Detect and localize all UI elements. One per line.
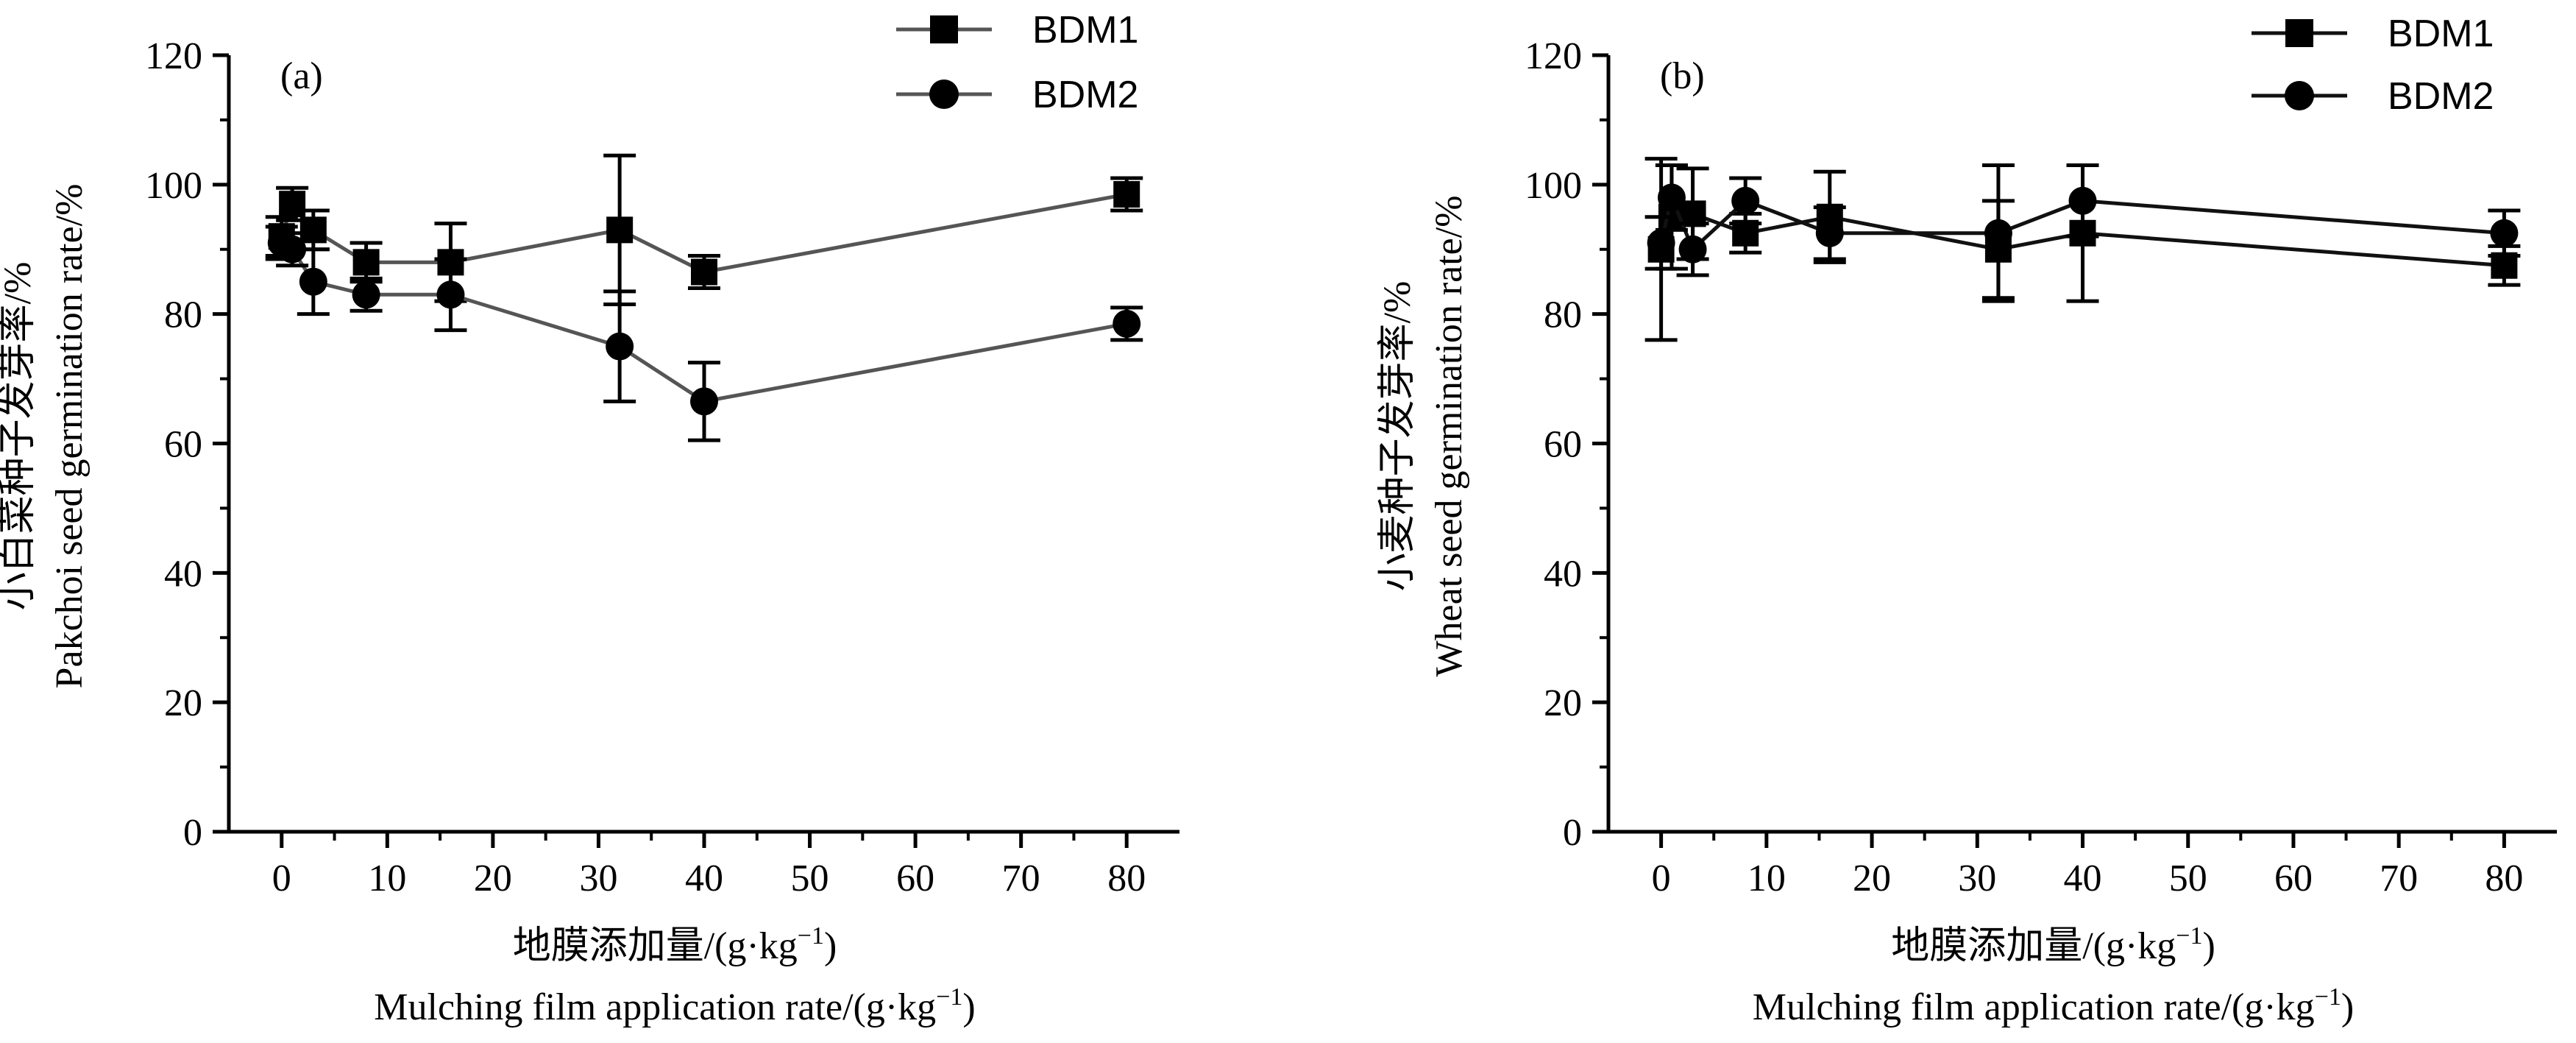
x-axis-title-en-text: Mulching film application rate/(g·kg (1753, 986, 2315, 1028)
data-point-circle (299, 267, 327, 296)
y-tick-label: 40 (164, 553, 202, 595)
y-tick-label: 0 (183, 812, 202, 854)
data-point-circle (1678, 235, 1707, 264)
series-bdm1 (265, 153, 1143, 306)
data-point-circle (352, 280, 380, 309)
y-tick-label: 80 (164, 294, 202, 336)
y-tick-label: 60 (164, 424, 202, 466)
legend-label: BDM2 (1032, 74, 1138, 116)
legend-item-bdm1: BDM1 (2252, 13, 2494, 55)
x-tick-label: 0 (272, 858, 291, 899)
legend-marker-square (930, 15, 958, 43)
data-point-circle (1984, 219, 2012, 247)
data-point-circle (606, 332, 634, 361)
x-tick-label: 80 (2485, 858, 2523, 899)
x-tick-label: 70 (2380, 858, 2418, 899)
x-tick-label: 40 (2064, 858, 2102, 899)
data-point-square (299, 216, 327, 244)
x-axis-title-cn-text: 地膜添加量/(g·kg (513, 925, 798, 967)
x-tick-label: 60 (2274, 858, 2313, 899)
data-point-circle (1815, 219, 1844, 247)
data-point-circle (278, 235, 307, 264)
x-tick-label: 40 (685, 858, 723, 899)
x-axis-title-en: Mulching film application rate/(g·kg−1) (374, 983, 975, 1028)
y-tick-label: 120 (145, 35, 202, 77)
y-axis-title-cn: 小麦种子发芽率/% (1377, 281, 1419, 592)
data-point-square (352, 249, 380, 276)
y-axis-title-en: Wheat seed germination rate/% (1428, 195, 1470, 676)
legend-label: BDM1 (1032, 9, 1138, 52)
x-tick-label: 80 (1107, 858, 1146, 899)
x-axis-title-en-sup: −1 (936, 983, 962, 1011)
legend-item-bdm2: BDM2 (896, 74, 1138, 116)
legend-marker-square (2285, 19, 2313, 47)
x-tick-label: 10 (368, 858, 406, 899)
y-tick-label: 120 (1525, 35, 1582, 77)
data-point-square (691, 258, 717, 286)
x-tick-label: 30 (579, 858, 617, 899)
y-tick-label: 0 (1563, 812, 1582, 854)
x-axis-title-en-close: ) (2341, 986, 2354, 1028)
x-tick-label: 50 (791, 858, 829, 899)
data-point-circle (690, 387, 718, 416)
x-tick-label: 60 (896, 858, 934, 899)
x-axis-title-cn-sup: −1 (2176, 922, 2202, 950)
data-point-circle (1657, 183, 1686, 212)
legend-label: BDM1 (2388, 13, 2494, 55)
data-point-circle (1731, 186, 1760, 215)
data-point-circle (2068, 186, 2097, 215)
x-tick-label: 0 (1652, 858, 1671, 899)
y-tick-label: 100 (1525, 165, 1582, 207)
data-point-circle (436, 280, 465, 309)
y-tick-label: 20 (164, 682, 202, 724)
x-axis-title-en: Mulching film application rate/(g·kg−1) (1753, 983, 2354, 1028)
x-axis-title-cn-close: ) (824, 925, 837, 967)
x-tick-label: 70 (1002, 858, 1040, 899)
x-tick-label: 20 (1853, 858, 1891, 899)
x-tick-label: 10 (1748, 858, 1786, 899)
x-tick-label: 30 (1958, 858, 1996, 899)
legend-marker-circle (2285, 81, 2314, 110)
legend-item-bdm1: BDM1 (896, 9, 1138, 52)
data-point-circle (1647, 228, 1675, 257)
x-axis-title-en-close: ) (962, 986, 975, 1028)
x-tick-label: 20 (474, 858, 512, 899)
y-axis-title-en: Pakchoi seed germination rate/% (49, 184, 91, 689)
x-axis-title-cn: 地膜添加量/(g·kg−1) (1891, 922, 2215, 967)
x-axis-title-cn-sup: −1 (798, 922, 824, 950)
legend-item-bdm2: BDM2 (2252, 75, 2494, 118)
x-axis-title-cn-close: ) (2202, 925, 2215, 967)
y-axis-title-cn: 小白菜种子发芽率/% (0, 262, 39, 611)
series-bdm2 (265, 224, 1143, 442)
y-tick-label: 80 (1544, 294, 1582, 336)
y-tick-label: 60 (1544, 424, 1582, 466)
legend-label: BDM2 (2388, 75, 2494, 118)
series-bdm2 (1644, 163, 2521, 303)
legend-marker-circle (929, 79, 959, 109)
x-axis-title-en-text: Mulching film application rate/(g·kg (374, 986, 936, 1028)
panel-label: (a) (280, 55, 323, 97)
data-point-circle (2490, 219, 2519, 247)
x-tick-label: 50 (2169, 858, 2207, 899)
y-tick-label: 20 (1544, 682, 1582, 724)
data-point-square (606, 216, 634, 244)
y-tick-label: 40 (1544, 553, 1582, 595)
chart-panel-b: 0 20 40 60 80 100 120 0 10 20 30 40 50 60 70 80 (b) 地膜添加量… (1377, 13, 2557, 1028)
x-axis-title-cn: 地膜添加量/(g·kg−1) (513, 922, 837, 967)
y-tick-label: 100 (145, 165, 202, 207)
data-point-square (1113, 181, 1140, 208)
x-axis-title-cn-text: 地膜添加量/(g·kg (1891, 925, 2176, 967)
chart-panel-a: 0 20 40 60 80 100 120 0 10 20 30 40 50 60 70 80 (a) 地膜添加量… (0, 9, 1179, 1028)
panel-label: (b) (1660, 55, 1705, 97)
data-point-square (279, 191, 306, 218)
data-point-circle (1113, 309, 1141, 338)
x-axis-title-en-sup: −1 (2315, 983, 2341, 1011)
